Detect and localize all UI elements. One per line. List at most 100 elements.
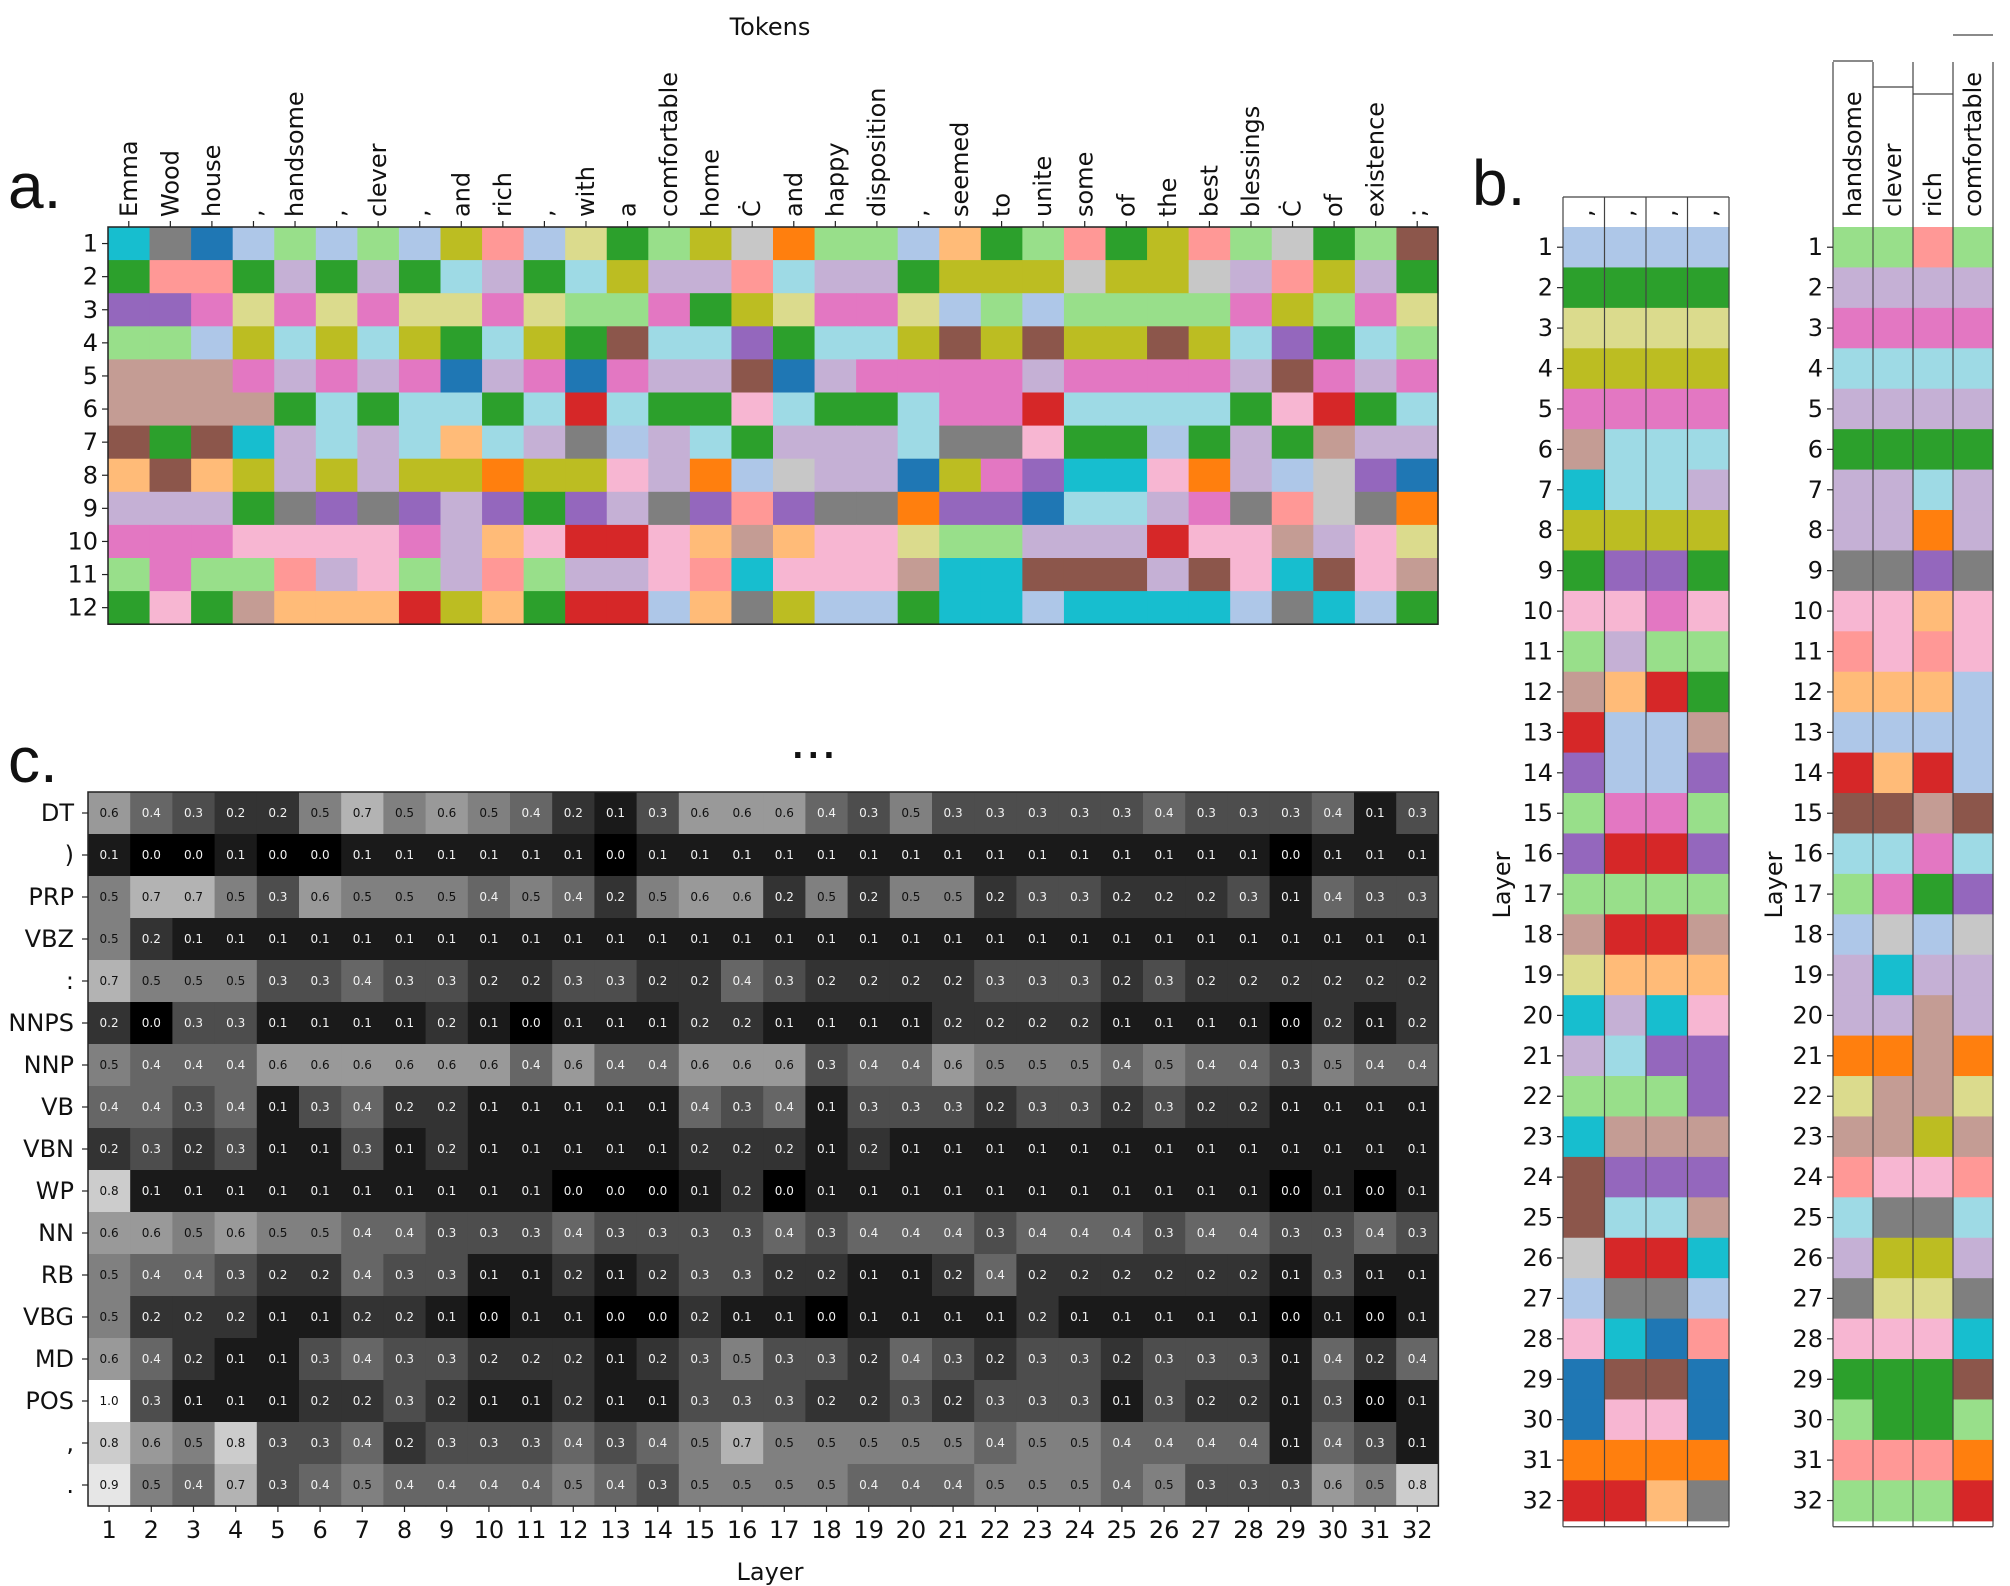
cell-value-label: 0.4 — [775, 1100, 794, 1114]
heatmap-cell — [1563, 1439, 1606, 1481]
heatmap-cell — [721, 834, 764, 877]
tokens-axis-title: Tokens — [729, 13, 811, 41]
cell-value-label: 0.1 — [311, 1184, 330, 1198]
heatmap-cell — [1396, 792, 1439, 835]
heatmap-cell — [1833, 307, 1874, 349]
cell-value-label: 0.1 — [1155, 1310, 1174, 1324]
cell-value-label: 0.2 — [353, 1394, 372, 1408]
heatmap-cell — [763, 1254, 806, 1297]
cell-value-label: 0.1 — [311, 1310, 330, 1324]
heatmap-cell — [1913, 307, 1954, 349]
heatmap-cell — [1147, 591, 1190, 625]
cell-value-label: 0.5 — [1070, 1478, 1089, 1492]
heatmap-cell — [1873, 590, 1914, 632]
heatmap-cell — [1016, 1254, 1060, 1297]
cell-value-label: 0.4 — [142, 806, 161, 820]
cell-value-label: 0.4 — [1197, 1436, 1216, 1450]
heatmap-cell — [172, 1044, 216, 1087]
cell-value-label: 0.1 — [1197, 1184, 1216, 1198]
heatmap-cell — [1833, 469, 1874, 511]
heatmap-cell — [773, 458, 816, 493]
heatmap-cell — [1687, 1197, 1730, 1239]
heatmap-cell — [773, 591, 816, 625]
heatmap-cell — [1646, 793, 1689, 835]
heatmap-cell — [482, 227, 525, 261]
heatmap-cell — [108, 524, 151, 559]
heatmap-cell — [149, 558, 192, 592]
heatmap-cell — [1563, 712, 1606, 754]
x-tick-label: 14 — [642, 1516, 673, 1544]
heatmap-cell — [1185, 1380, 1228, 1423]
heatmap-cell — [932, 1002, 975, 1045]
y-tick-label: 1 — [83, 230, 98, 258]
heatmap-cell — [856, 326, 899, 360]
cell-value-label: 0.5 — [100, 890, 119, 904]
cell-value-label: 0.4 — [901, 1226, 920, 1240]
heatmap-cell — [1873, 307, 1914, 349]
heatmap-cell — [256, 1002, 300, 1045]
y-tick-label: 23 — [1792, 1123, 1823, 1151]
heatmap-cell — [425, 1212, 469, 1255]
x-tick-label: 24 — [1064, 1516, 1095, 1544]
heatmap-cell — [1604, 510, 1647, 552]
heatmap-cell — [440, 591, 483, 625]
heatmap-cell — [889, 1044, 933, 1087]
heatmap-cell — [1646, 429, 1689, 471]
heatmap-cell — [1354, 591, 1398, 625]
x-tick-label: unite — [1029, 156, 1057, 217]
heatmap-cell — [763, 1422, 806, 1465]
heatmap-cell — [1563, 1399, 1606, 1441]
heatmap-cell — [274, 425, 317, 460]
cell-value-label: 0.1 — [268, 1310, 287, 1324]
heatmap-cell — [1833, 1116, 1874, 1158]
heatmap-cell — [1063, 491, 1107, 526]
heatmap-cell — [805, 1380, 849, 1423]
heatmap-cell — [856, 491, 899, 526]
heatmap-cell — [1953, 307, 1994, 349]
cell-value-label: 0.1 — [437, 848, 456, 862]
cell-value-label: 0.1 — [479, 1268, 498, 1282]
heatmap-cell — [299, 1002, 342, 1045]
heatmap-cell — [689, 458, 733, 493]
heatmap-cell — [1396, 1296, 1439, 1339]
heatmap-cell — [1873, 1237, 1914, 1279]
x-tick-label: 18 — [811, 1516, 842, 1544]
heatmap-cell — [274, 558, 317, 592]
cell-value-label: 0.2 — [1197, 974, 1216, 988]
heatmap-cell — [689, 359, 733, 394]
heatmap-cell — [1063, 524, 1107, 559]
cell-value-label: 0.5 — [1070, 1058, 1089, 1072]
heatmap-cell — [232, 425, 275, 460]
heatmap-cell — [149, 227, 192, 261]
heatmap-cell — [1953, 1399, 1994, 1441]
heatmap-cell — [440, 458, 483, 493]
heatmap-cell — [1100, 876, 1144, 919]
heatmap-cell — [606, 359, 649, 394]
heatmap-cell — [1953, 793, 1994, 835]
cell-value-label: 0.4 — [648, 1058, 667, 1072]
heatmap-cell — [1311, 1296, 1355, 1339]
heatmap-cell — [130, 1380, 173, 1423]
cell-value-label: 0.2 — [1197, 1268, 1216, 1282]
cell-value-label: 0.2 — [184, 1352, 203, 1366]
heatmap-cell — [763, 1170, 806, 1213]
cell-value-label: 0.4 — [564, 1226, 583, 1240]
cell-value-label: 0.3 — [1028, 1394, 1047, 1408]
cell-value-label: 0.4 — [184, 1058, 203, 1072]
heatmap-cell — [1058, 1002, 1102, 1045]
cell-value-label: 0.2 — [564, 1352, 583, 1366]
cell-value-label: 0.5 — [184, 1436, 203, 1450]
cell-value-label: 0.3 — [1070, 974, 1089, 988]
heatmap-cell — [1185, 918, 1228, 961]
heatmap-cell — [341, 1044, 384, 1087]
x-tick-label: 5 — [270, 1516, 285, 1544]
y-tick-label: 9 — [1808, 557, 1823, 585]
cell-value-label: 0.1 — [1028, 848, 1047, 862]
heatmap-cell — [1873, 752, 1914, 794]
heatmap-cell — [721, 1254, 764, 1297]
cell-value-label: 0.1 — [479, 1100, 498, 1114]
heatmap-cell — [467, 1422, 511, 1465]
heatmap-cell — [256, 1296, 300, 1339]
heatmap-cell — [552, 1002, 595, 1045]
heatmap-cell — [1058, 1296, 1102, 1339]
